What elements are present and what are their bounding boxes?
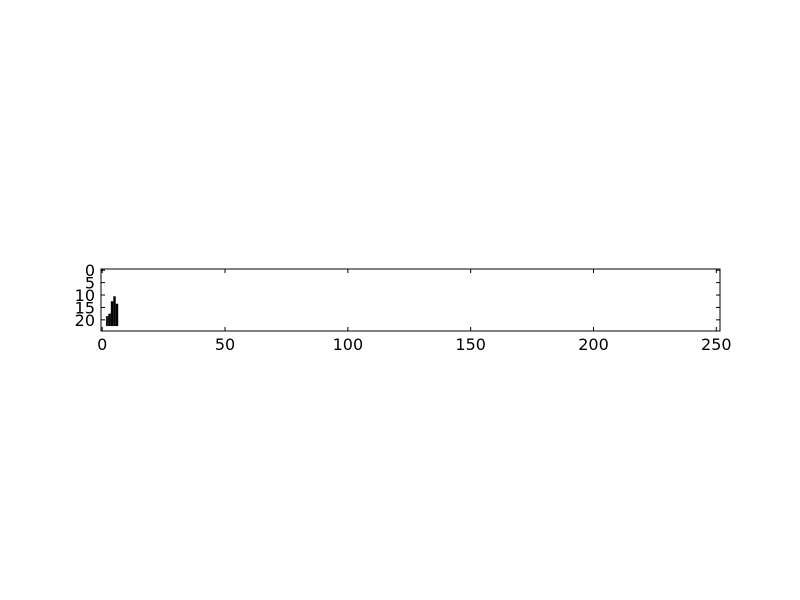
y-tick-label: 15 — [75, 298, 95, 317]
x-tick-label: 0 — [97, 335, 107, 354]
x-tick-label: 50 — [215, 335, 235, 354]
axes-frame — [100, 268, 721, 332]
x-tick-label: 250 — [701, 335, 732, 354]
y-tick-label: 20 — [75, 311, 95, 330]
x-tick-label: 150 — [455, 335, 486, 354]
image-cell-1 — [108, 313, 111, 327]
y-tick-label: 5 — [85, 274, 95, 293]
y-tick-label: 10 — [75, 286, 95, 305]
image-cell-4 — [115, 303, 119, 327]
y-tick-label: 0 — [85, 261, 95, 280]
image-cell-0 — [105, 316, 109, 327]
image-cell-3 — [113, 296, 116, 327]
image-cell-2 — [110, 301, 114, 327]
image-cells — [105, 296, 119, 327]
x-ticks: 0 50 100 150 200 250 — [97, 269, 732, 354]
x-tick-label: 200 — [578, 335, 609, 354]
x-tick-label: 100 — [333, 335, 364, 354]
